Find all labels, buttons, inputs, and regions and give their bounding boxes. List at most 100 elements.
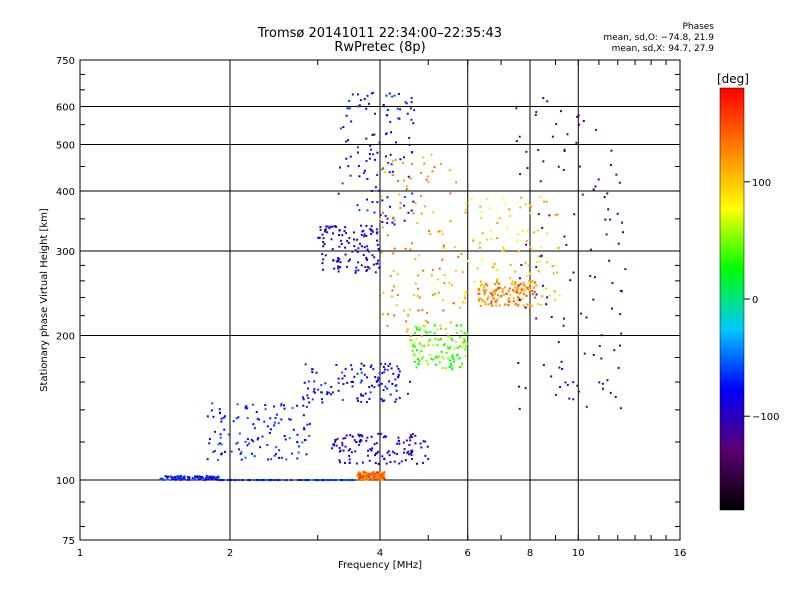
data-point: [351, 435, 354, 438]
data-point: [220, 420, 223, 423]
data-point: [391, 450, 394, 453]
data-point: [268, 431, 271, 434]
data-point: [377, 450, 380, 453]
data-point: [499, 295, 502, 298]
data-point: [410, 242, 413, 245]
data-point: [356, 397, 359, 400]
data-point: [371, 133, 374, 136]
data-point: [369, 474, 372, 477]
data-point: [340, 479, 343, 482]
data-point: [335, 444, 338, 447]
data-point: [414, 434, 417, 437]
data-point: [397, 375, 400, 378]
y-axis-ticks: 75 100 200 300 400 500 600 750: [56, 56, 680, 547]
data-point: [406, 188, 409, 191]
data-point: [371, 189, 374, 192]
data-point: [296, 404, 299, 407]
data-point: [354, 249, 357, 252]
data-point: [542, 364, 545, 367]
data-point: [206, 458, 209, 461]
data-point: [384, 385, 387, 388]
data-point: [410, 435, 413, 438]
data-point: [332, 479, 335, 482]
data-point: [275, 446, 278, 449]
data-point: [368, 386, 371, 389]
data-point: [452, 302, 455, 305]
data-point: [337, 260, 340, 263]
data-point: [291, 452, 294, 455]
data-point: [360, 264, 363, 267]
data-point: [410, 339, 413, 342]
data-point: [403, 219, 406, 222]
data-point: [344, 246, 347, 249]
data-point: [529, 272, 532, 275]
data-point: [368, 459, 371, 462]
data-point: [359, 476, 362, 479]
data-point: [473, 280, 476, 283]
x-axis-label: Frequency [MHz]: [338, 560, 422, 571]
data-point: [447, 335, 450, 338]
data-point: [531, 280, 534, 283]
data-point: [378, 372, 381, 375]
data-point: [378, 141, 381, 144]
data-point: [380, 473, 383, 476]
data-point: [206, 415, 209, 418]
data-point: [376, 151, 379, 154]
data-point: [554, 213, 557, 216]
data-point: [565, 243, 568, 246]
data-point: [259, 446, 262, 449]
data-point: [449, 362, 452, 365]
data-point: [421, 309, 424, 312]
data-point: [360, 245, 363, 248]
data-point: [488, 207, 491, 210]
data-point: [516, 295, 519, 298]
data-point: [427, 181, 430, 184]
data-point: [395, 453, 398, 456]
data-point: [246, 407, 249, 410]
data-point: [381, 478, 384, 481]
data-point: [392, 372, 395, 375]
data-point: [173, 478, 176, 481]
data-point: [427, 175, 430, 178]
data-point: [451, 339, 454, 342]
data-point: [535, 293, 538, 296]
data-point: [366, 245, 369, 248]
data-point: [438, 355, 441, 358]
data-point: [525, 286, 528, 289]
y-tick-label: 600: [56, 103, 75, 114]
data-point: [338, 229, 341, 232]
data-point: [452, 357, 455, 360]
data-point: [383, 371, 386, 374]
data-point: [420, 195, 423, 198]
data-point: [460, 362, 463, 365]
data-point: [337, 270, 340, 273]
data-point: [385, 132, 388, 135]
data-point: [507, 304, 510, 307]
data-point: [383, 399, 386, 402]
data-point: [378, 473, 381, 476]
data-point: [420, 343, 423, 346]
data-point: [481, 258, 484, 261]
data-point: [218, 442, 221, 445]
data-point: [367, 449, 370, 452]
data-point: [526, 286, 529, 289]
data-point: [407, 211, 410, 214]
data-point: [534, 113, 537, 116]
data-point: [382, 104, 385, 107]
data-point: [380, 398, 383, 401]
data-point: [490, 302, 493, 305]
data-point: [417, 274, 420, 277]
data-point: [326, 391, 329, 394]
data-point: [441, 233, 444, 236]
data-point: [371, 472, 374, 475]
data-point: [527, 264, 530, 267]
data-point: [434, 337, 437, 340]
data-point: [246, 438, 249, 441]
data-point: [195, 475, 198, 478]
data-point: [192, 478, 195, 481]
data-point: [593, 276, 596, 279]
data-point: [602, 387, 605, 390]
data-point: [284, 438, 287, 441]
data-point: [379, 213, 382, 216]
data-point: [520, 264, 523, 267]
